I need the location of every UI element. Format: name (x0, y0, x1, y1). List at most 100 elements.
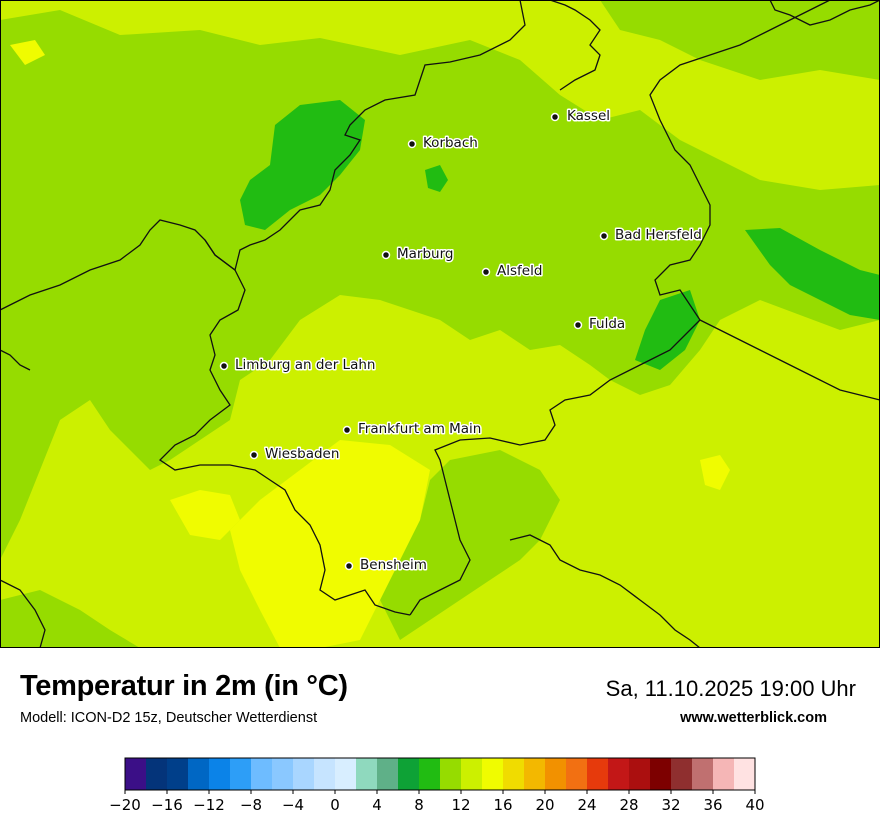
city-limburg[interactable]: Limburg an der Lahn (219, 356, 377, 375)
legend-swatch (545, 758, 567, 790)
legend-swatch (713, 758, 735, 790)
legend-swatch (608, 758, 630, 790)
temp-band-10-12 (240, 100, 365, 230)
city-label: Wiesbaden (265, 446, 339, 462)
legend-tick-label: 32 (661, 796, 680, 814)
legend-tick-label: 24 (577, 796, 596, 814)
city-dot (407, 139, 417, 149)
city-wiesbaden[interactable]: Wiesbaden (249, 445, 341, 464)
legend-swatch (146, 758, 168, 790)
temp-band-16-18-nw (10, 40, 45, 65)
city-frankfurt[interactable]: Frankfurt am Main (342, 420, 483, 439)
temp-band-12-14-south (380, 450, 560, 640)
legend-tick-label: 4 (372, 796, 382, 814)
city-korbach[interactable]: Korbach (407, 134, 479, 153)
legend-tick-label: −4 (282, 796, 304, 814)
legend-swatch (503, 758, 525, 790)
city-label: Bensheim (360, 557, 427, 573)
legend-swatch (125, 758, 147, 790)
city-label: Kassel (567, 108, 610, 124)
city-dot (381, 250, 391, 260)
legend-swatch (566, 758, 588, 790)
legend-swatch (188, 758, 210, 790)
legend-tick-label: 12 (451, 796, 470, 814)
legend-swatch (587, 758, 609, 790)
temperature-field (0, 0, 880, 648)
legend-swatch (377, 758, 399, 790)
city-fulda[interactable]: Fulda (573, 315, 627, 334)
city-label: Fulda (589, 316, 625, 332)
legend-tick-label: −20 (109, 796, 141, 814)
legend-tick-label: 20 (535, 796, 554, 814)
legend-tick-label: 36 (703, 796, 722, 814)
legend-swatch (671, 758, 693, 790)
city-label: Limburg an der Lahn (235, 357, 375, 373)
city-bad-hersfeld[interactable]: Bad Hersfeld (599, 226, 703, 245)
legend-swatch (692, 758, 714, 790)
city-bensheim[interactable]: Bensheim (344, 556, 428, 575)
city-label: Korbach (423, 135, 478, 151)
temp-band-16-18-east (700, 455, 730, 490)
model-source: Modell: ICON-D2 15z, Deutscher Wetterdie… (20, 710, 318, 726)
legend-ticks: −20 −16 −12 −8 −4 0 4 8 12 16 20 24 28 32 36 40 (109, 790, 765, 814)
state-borders (0, 0, 880, 648)
temp-band-16-18 (230, 440, 430, 648)
legend-swatch (293, 758, 315, 790)
map-title: Temperatur in 2m (in °C) (20, 670, 348, 702)
forecast-datetime: Sa, 11.10.2025 19:00 Uhr (605, 676, 856, 701)
legend-swatch (356, 758, 378, 790)
legend-tick-label: −16 (151, 796, 183, 814)
city-dot (249, 450, 259, 460)
legend-swatch (167, 758, 189, 790)
city-kassel[interactable]: Kassel (550, 107, 612, 126)
city-dot (599, 231, 609, 241)
legend-swatch (524, 758, 546, 790)
temp-band-10-12-east (745, 228, 880, 320)
legend-swatch (440, 758, 462, 790)
legend-swatch (398, 758, 420, 790)
temp-band-12-14 (0, 10, 880, 560)
legend-tick-label: −12 (193, 796, 225, 814)
legend-swatch (230, 758, 252, 790)
city-label: Frankfurt am Main (358, 421, 481, 437)
legend-swatch (314, 758, 336, 790)
legend-swatch (209, 758, 231, 790)
legend-tick-label: 16 (493, 796, 512, 814)
legend-swatch (419, 758, 441, 790)
temp-band-10-12-fulda (635, 290, 700, 370)
city-dot (573, 320, 583, 330)
city-alsfeld[interactable]: Alsfeld (481, 262, 544, 281)
city-dot (219, 361, 229, 371)
website-link[interactable]: www.wetterblick.com (680, 710, 827, 726)
legend-tick-label: −8 (240, 796, 262, 814)
legend-tick-label: 28 (619, 796, 638, 814)
legend-swatch (629, 758, 651, 790)
legend-swatch (272, 758, 294, 790)
temp-band-12-14-east (600, 0, 880, 80)
legend-tick-label: 40 (745, 796, 764, 814)
legend-swatches (124, 757, 756, 791)
legend-tick-label: 8 (414, 796, 424, 814)
legend-tick-label: 0 (330, 796, 340, 814)
color-legend: −20 −16 −12 −8 −4 0 4 8 12 16 20 24 28 32 36 40 (109, 757, 765, 814)
legend-swatch (251, 758, 273, 790)
legend-swatch (461, 758, 483, 790)
city-markers: Kassel Korbach Bad Hersfeld Marburg Alsf… (219, 107, 703, 575)
temp-band-16-18-west (170, 490, 240, 540)
city-dot (344, 561, 354, 571)
city-dot (481, 267, 491, 277)
legend-frame (124, 757, 756, 791)
temp-band-10-12-korbach (425, 165, 448, 192)
legend-swatch (650, 758, 672, 790)
city-label: Marburg (397, 246, 453, 262)
legend-swatch (335, 758, 357, 790)
city-marburg[interactable]: Marburg (381, 245, 455, 264)
legend-swatch (482, 758, 504, 790)
legend-swatch (734, 758, 756, 790)
city-dot (550, 112, 560, 122)
temperature-map: Kassel Korbach Bad Hersfeld Marburg Alsf… (0, 0, 880, 648)
temp-band-12-14-sw (0, 590, 140, 648)
city-dot (342, 425, 352, 435)
city-label: Bad Hersfeld (615, 227, 702, 243)
city-label: Alsfeld (497, 263, 542, 279)
